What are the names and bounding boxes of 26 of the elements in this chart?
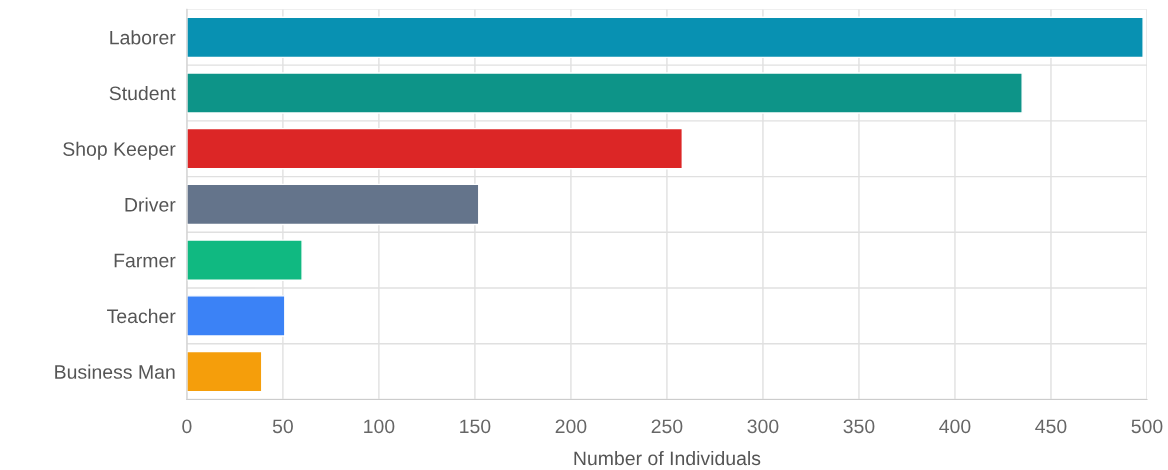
y-tick-label: Driver [125,197,176,212]
bar [186,239,303,281]
bar [186,16,1144,59]
y-tick-label: Student [109,85,176,101]
x-tick-label: 350 [843,419,875,434]
y-tick-label: Business Man [55,364,175,379]
y-tick-label: Farmer [114,253,176,268]
x-tick-label: 100 [364,419,395,434]
x-tick-label: 200 [555,419,587,434]
bar [186,72,1023,114]
bar [186,350,263,393]
x-tick-label: 250 [651,419,683,434]
y-tick-label: Teacher [107,308,176,324]
x-tick-label: 400 [939,419,971,434]
x-tick-label: 150 [460,419,491,434]
x-tick-label: 50 [272,419,293,434]
x-tick-label: 450 [1035,419,1067,434]
x-axis-title: Number of Individuals [574,450,761,466]
y-tick-label: Shop Keeper [63,141,176,160]
bar [186,127,683,170]
x-tick-label: 500 [1131,419,1163,434]
bar [186,183,480,226]
y-tick-label: Laborer [110,30,176,45]
x-tick-label: 0 [182,419,192,434]
bar [186,295,286,337]
x-tick-label: 300 [747,419,779,434]
